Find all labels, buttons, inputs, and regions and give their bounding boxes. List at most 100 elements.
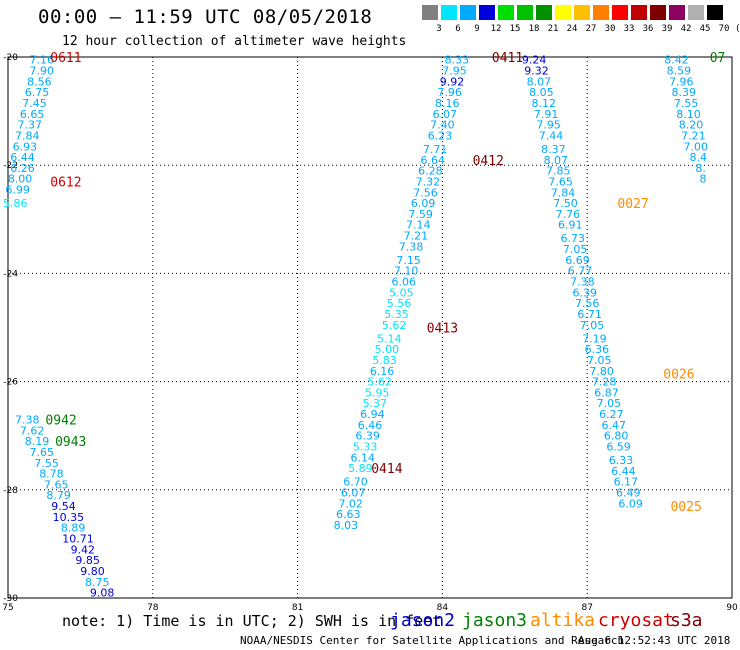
wave-height-point: 5.05 <box>389 286 414 299</box>
x-tick-label: 81 <box>292 603 303 613</box>
wave-height-point: 6.46 <box>358 419 383 432</box>
color-scale-label: 12 <box>490 24 502 34</box>
wave-height-point: 7.80 <box>589 365 614 378</box>
wave-height-point: 9.24 <box>522 54 547 67</box>
wave-height-point: 6.87 <box>594 386 619 399</box>
wave-height-point: 6.09 <box>411 197 436 210</box>
wave-height-point: 9.80 <box>80 565 105 578</box>
wave-height-point: 8.59 <box>667 65 692 78</box>
color-scale-label: 33 <box>623 24 635 34</box>
wave-height-point: 5.56 <box>387 297 412 310</box>
wave-height-point: 7.38 <box>570 276 595 289</box>
wave-height-point: 6.07 <box>433 108 458 121</box>
wave-height-point: 6.75 <box>25 86 50 99</box>
wave-height-point: 6.23 <box>428 129 453 142</box>
wave-height-point: 6.17 <box>614 476 639 489</box>
wave-height-point: 8.07 <box>527 75 552 88</box>
wave-height-point: 5.95 <box>365 386 390 399</box>
wave-height-point: 7.65 <box>44 478 69 491</box>
wave-height-point: 8.07 <box>544 154 569 167</box>
wave-height-point: 8.78 <box>39 468 64 481</box>
wave-height-point: 6.28 <box>418 165 443 178</box>
color-scale-label: 18 <box>528 24 540 34</box>
wave-height-point: 6.71 <box>577 308 602 321</box>
wave-height-point: 7.05 <box>563 243 588 256</box>
color-scale-label: 21 <box>547 24 559 34</box>
wave-height-point: 6.27 <box>599 408 624 421</box>
wave-height-point: 6.99 <box>5 184 30 197</box>
wave-height-point: 7.55 <box>34 457 59 470</box>
pass-time-label: 0413 <box>427 322 458 337</box>
wave-height-point: 8.19 <box>25 435 50 448</box>
wave-height-point: 5.14 <box>377 332 402 345</box>
plot-frame <box>7 56 733 599</box>
wave-height-point: 6.73 <box>560 232 585 245</box>
wave-height-point: 7.76 <box>556 208 581 221</box>
wave-height-point: 6.33 <box>609 454 634 467</box>
wave-height-point: 6.91 <box>558 219 583 232</box>
pass-time-label: 0611 <box>50 51 81 66</box>
color-swatch <box>688 5 704 20</box>
pass-time-label: 0414 <box>371 462 402 477</box>
wave-height-point: 7.50 <box>553 197 578 210</box>
color-swatch <box>498 5 514 20</box>
color-swatch <box>631 5 647 20</box>
wave-height-point: 10.35 <box>53 511 85 524</box>
x-tick-label: 90 <box>726 603 738 613</box>
x-tick-label: 84 <box>437 603 449 613</box>
wave-height-point: 5.37 <box>363 397 388 410</box>
wave-height-point: 8.4 <box>689 151 707 164</box>
wave-height-point: 6.93 <box>13 140 38 153</box>
wave-height-point: 7.65 <box>30 446 55 459</box>
wave-height-point: 9.92 <box>440 75 465 88</box>
wave-height-point: 5.62 <box>367 376 392 389</box>
wave-height-point: 8.05 <box>529 86 554 99</box>
wave-height-point: 8.37 <box>541 143 566 156</box>
wave-height-point: 7.10 <box>394 265 419 278</box>
wave-height-point: 6.39 <box>573 286 598 299</box>
color-swatch <box>517 5 533 20</box>
wave-height-point: 6.07 <box>341 487 366 500</box>
color-scale-label: 70 <box>718 24 730 34</box>
color-scale-label: 6 <box>455 24 461 34</box>
pass-time-label: 07 <box>710 51 726 66</box>
wave-height-point: 7.44 <box>539 129 564 142</box>
pass-time-label: 0943 <box>55 435 86 450</box>
wave-height-point: 7.21 <box>404 230 429 243</box>
wave-height-point: 7.05 <box>587 354 612 367</box>
wave-height-point: 5.62 <box>382 319 407 332</box>
wave-height-point: 5.89 <box>348 462 373 475</box>
wave-height-point: 7.15 <box>396 254 421 267</box>
wave-height-point: 6.77 <box>568 265 593 278</box>
wave-height-point: 8.20 <box>679 119 704 132</box>
wave-height-point: 7.14 <box>406 219 431 232</box>
wave-height-point: 7.40 <box>430 119 455 132</box>
wave-height-point: 9.54 <box>51 500 76 513</box>
wave-height-point: 7.38 <box>15 413 40 426</box>
wave-height-point: 8.39 <box>671 86 696 99</box>
wave-height-point: 7.37 <box>17 119 42 132</box>
color-swatch <box>593 5 609 20</box>
wave-height-point: 6.44 <box>611 465 636 478</box>
wave-height-point: 9.42 <box>71 543 96 556</box>
wave-height-point: 6.16 <box>370 365 395 378</box>
wave-height-point: 5.86 <box>3 197 28 210</box>
wave-height-point: 8.00 <box>8 173 33 186</box>
wave-height-point: 7.95 <box>536 119 561 132</box>
wave-height-point: 6.39 <box>355 430 380 443</box>
wave-height-point: 6.47 <box>601 419 626 432</box>
pass-time-label: 0612 <box>50 175 81 190</box>
wave-height-point: 6.14 <box>351 451 376 464</box>
color-scale-label: 24 <box>566 24 578 34</box>
wave-height-point: 6.63 <box>336 508 361 521</box>
y-tick-label: -26 <box>3 378 18 388</box>
wave-height-point: 9.85 <box>75 554 100 567</box>
y-tick-label: -30 <box>3 594 18 604</box>
color-scale-label: 3 <box>436 24 442 34</box>
wave-height-point: 7.21 <box>681 129 706 142</box>
chart-title: 00:00 – 11:59 UTC 08/05/2018 <box>38 6 373 28</box>
pass-time-label: 0027 <box>617 197 648 212</box>
wave-height-point: 7.38 <box>399 240 424 253</box>
wave-height-point: 8.12 <box>532 97 557 110</box>
